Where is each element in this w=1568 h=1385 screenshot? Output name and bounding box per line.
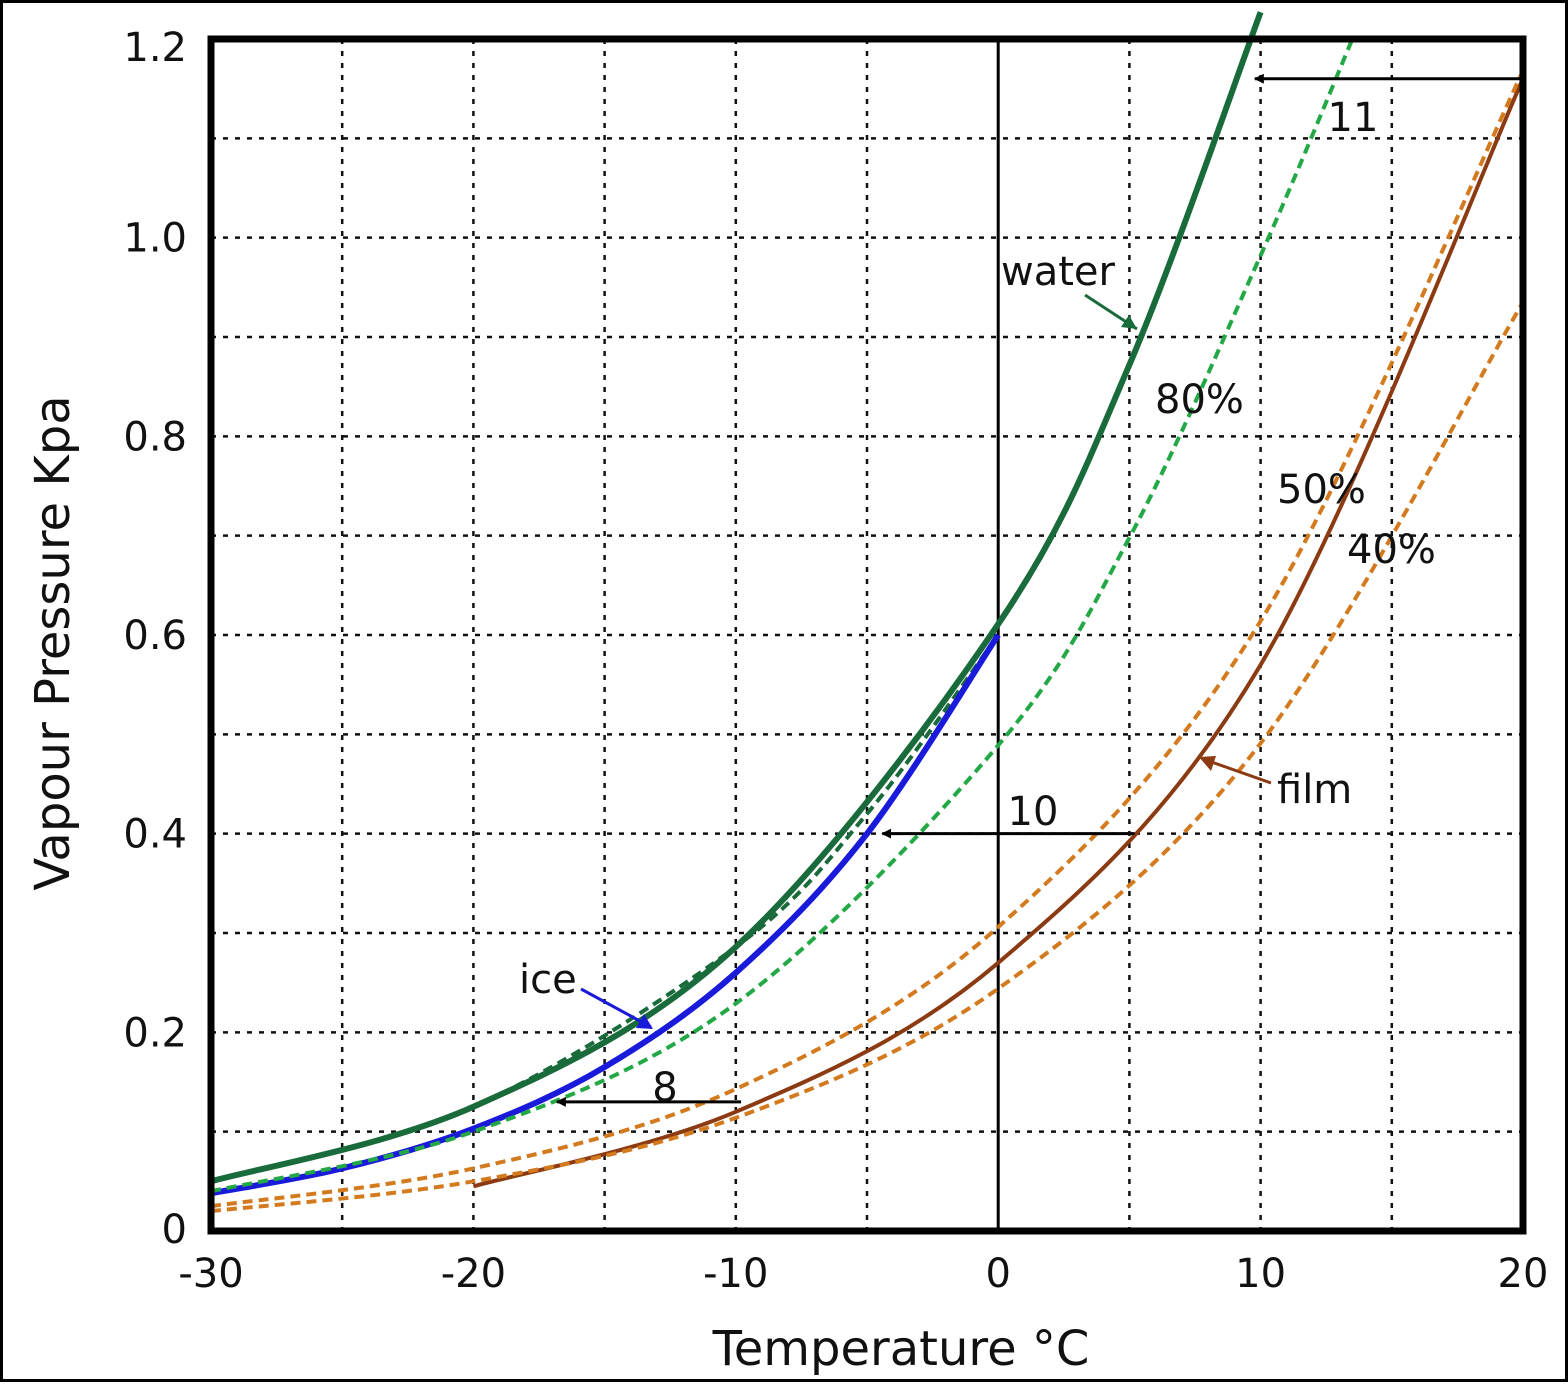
series-40pct-line	[210, 301, 1525, 1214]
series-ice-line	[210, 633, 1001, 1197]
y-tick-label: 0	[162, 1207, 187, 1253]
label-50pct: 50%	[1277, 467, 1366, 513]
annotation-label-8: 8	[652, 1065, 677, 1111]
x-tick-label: 10	[1235, 1251, 1286, 1297]
series-50pct-line	[210, 69, 1525, 1209]
x-tick-label: -30	[178, 1251, 243, 1297]
series-80pct-line	[210, 38, 1355, 1194]
y-tick-label: 0.4	[123, 812, 187, 858]
annotation-layer: 11 10 8 water ice film 80% 50% 40%	[519, 73, 1523, 1111]
x-tick-label: 0	[985, 1251, 1010, 1297]
ice-pointer-head	[636, 1014, 653, 1029]
water-label: water	[1001, 249, 1116, 295]
grid	[211, 39, 1523, 1231]
y-axis-title: Vapour Pressure Kpa	[25, 395, 81, 890]
annotation-label-11: 11	[1328, 95, 1379, 141]
series-film-line	[472, 77, 1525, 1189]
series-layer	[210, 11, 1525, 1214]
x-tick-label: -10	[703, 1251, 768, 1297]
label-80pct: 80%	[1155, 377, 1244, 423]
annotation-label-10: 10	[1008, 789, 1059, 835]
x-tick-label: 20	[1498, 1251, 1549, 1297]
label-40pct: 40%	[1347, 527, 1436, 573]
x-axis-title: Temperature °C	[712, 1321, 1090, 1377]
water-pointer-head	[1121, 315, 1137, 329]
y-tick-label: 1.0	[123, 216, 187, 262]
film-pointer	[1202, 757, 1272, 785]
tick-labels: -30 -20 -10 0 10 20 0 0.2 0.4 0.6 0.8 1.0 1.2	[123, 25, 1548, 1297]
series-water-dashed-line	[210, 633, 1000, 1184]
y-tick-label: 0.8	[123, 414, 187, 460]
ice-pointer	[580, 987, 652, 1029]
x-tick-label: -20	[441, 1251, 506, 1297]
film-pointer-head	[1199, 756, 1216, 771]
plot-border	[207, 35, 1527, 1235]
ice-label: ice	[519, 957, 577, 1003]
y-tick-label: 1.2	[123, 25, 187, 71]
y-tick-label: 0.6	[123, 613, 187, 659]
vapour-pressure-chart: 11 10 8 water ice film 80% 50% 40% -30 -20 -10 0 10 2…	[25, 11, 1548, 1377]
y-tick-label: 0.2	[123, 1010, 187, 1056]
film-label: film	[1277, 767, 1352, 813]
